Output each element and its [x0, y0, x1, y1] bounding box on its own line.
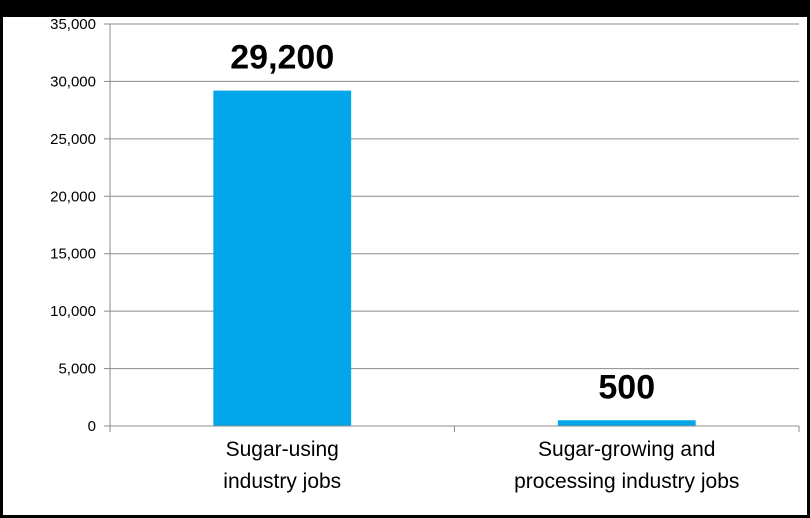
data-label: 29,200	[230, 39, 334, 77]
x-category-label: Sugar-using	[226, 438, 339, 461]
y-tick-label: 30,000	[50, 73, 96, 90]
grid-lines	[104, 23, 799, 427]
axes	[109, 24, 800, 432]
data-label: 500	[598, 368, 655, 406]
y-tick-label: 10,000	[50, 303, 96, 320]
y-tick-label: 5,000	[58, 361, 96, 378]
y-tick-label: 0	[88, 418, 96, 435]
bar	[213, 90, 352, 427]
x-category-label: industry jobs	[223, 470, 341, 493]
bar-chart: 0 5,000 10,000 15,000 20,000 25,000 30,000 35,0…	[50, 16, 800, 493]
x-category-label: Sugar-growing and	[538, 438, 715, 461]
y-tick-label: 15,000	[50, 246, 96, 263]
bars	[213, 90, 696, 427]
y-tick-label: 35,000	[50, 16, 96, 33]
x-category-label: processing industry jobs	[514, 470, 739, 493]
top-border-bar	[3, 0, 810, 17]
bar	[557, 420, 696, 426]
y-tick-label: 25,000	[50, 131, 96, 148]
labels: 0 5,000 10,000 15,000 20,000 25,000 30,000 35,0…	[50, 16, 739, 493]
y-tick-label: 20,000	[50, 188, 96, 205]
